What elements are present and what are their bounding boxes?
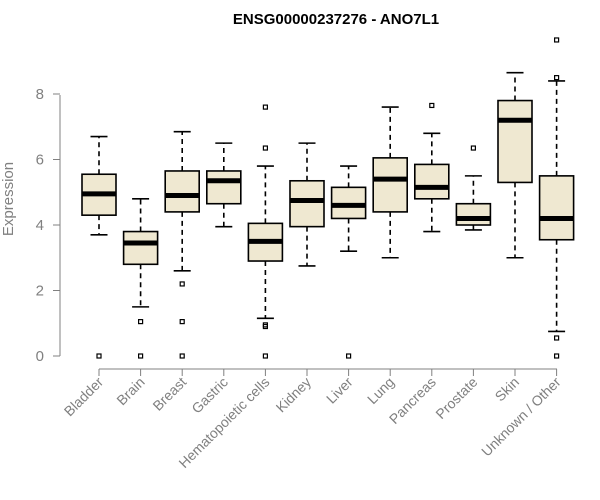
y-tick-label: 4 <box>36 217 44 234</box>
outlier-point <box>346 353 352 359</box>
box-group-5 <box>289 142 325 267</box>
iqr-box <box>413 163 450 200</box>
x-tick-label: Skin <box>492 374 523 405</box>
iqr-box <box>538 175 575 241</box>
x-tick-label: Bladder <box>61 374 107 420</box>
outlier-point <box>138 353 144 359</box>
outlier-point <box>553 37 560 43</box>
box-group-4 <box>247 104 284 359</box>
x-tick-label: Brain <box>113 374 147 408</box>
chart-title: ENSG00000237276 - ANO7L1 <box>233 11 439 28</box>
box-group-0 <box>81 135 117 359</box>
box-group-2 <box>164 130 200 359</box>
box-group-10 <box>497 71 533 259</box>
outlier-point <box>429 102 435 109</box>
box-group-8 <box>413 102 450 233</box>
y-tick-label: 8 <box>36 86 44 103</box>
outlier-point <box>553 335 560 341</box>
iqr-box <box>164 170 200 213</box>
y-tick-label: 0 <box>36 348 44 365</box>
y-axis-ticks: 0 2 4 6 8 <box>36 86 60 365</box>
outlier-point <box>262 145 268 151</box>
y-tick-label: 2 <box>36 283 44 300</box>
y-tick-label: 6 <box>36 152 44 169</box>
outlier-point <box>179 353 185 359</box>
x-tick-label: Unknown / Other <box>478 374 564 460</box>
box-group-11 <box>538 37 575 359</box>
iqr-box <box>206 170 242 205</box>
outlier-point <box>262 353 268 359</box>
iqr-box <box>455 202 492 226</box>
x-tick-label: Lung <box>364 374 397 407</box>
box-group-1 <box>122 198 159 359</box>
outlier-point <box>262 104 268 110</box>
boxplot-boxes <box>81 37 575 359</box>
outlier-point <box>96 353 102 359</box>
iqr-box <box>372 157 409 213</box>
box-group-9 <box>455 145 492 231</box>
iqr-box <box>289 179 325 228</box>
outlier-point <box>138 319 144 325</box>
outlier-point <box>553 75 560 81</box>
box-group-7 <box>372 106 409 259</box>
x-tick-label: Liver <box>323 374 356 407</box>
outlier-point <box>179 319 185 325</box>
y-axis-label: Expression <box>0 162 17 236</box>
iqr-box <box>497 99 533 184</box>
outlier-point <box>179 281 185 287</box>
box-group-3 <box>206 142 242 228</box>
x-tick-label: Breast <box>149 374 189 414</box>
x-tick-label: Prostate <box>432 374 480 422</box>
outlier-point <box>470 145 476 151</box>
iqr-box <box>122 230 159 266</box>
outlier-point <box>262 323 268 330</box>
outlier-point <box>553 353 560 359</box>
x-tick-label: Kidney <box>273 374 315 416</box>
box-group-6 <box>330 165 367 359</box>
